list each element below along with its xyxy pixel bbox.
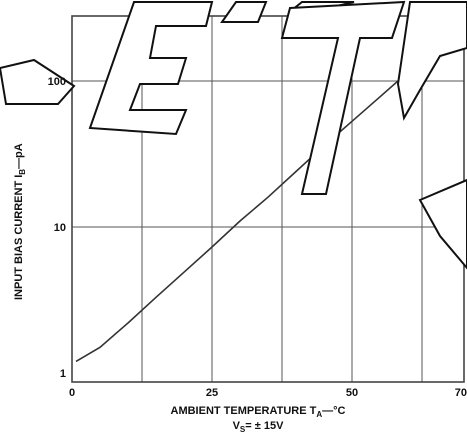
y-tick-labels: 1 10 100 bbox=[48, 76, 66, 380]
y-tick-label: 10 bbox=[54, 222, 66, 234]
x-tick-label: 25 bbox=[206, 387, 218, 399]
x-tick-label: 0 bbox=[69, 387, 75, 399]
watermark bbox=[0, 0, 467, 270]
y-tick-label: 1 bbox=[60, 368, 66, 380]
x-axis-note: VS= ± 15V bbox=[233, 420, 284, 434]
y-tick-label: 100 bbox=[48, 76, 66, 88]
x-tick-labels: 0 25 50 70 bbox=[69, 387, 467, 399]
y-axis-label: INPUT BIAS CURRENT IB—pA bbox=[13, 143, 27, 300]
x-tick-label: 70 bbox=[455, 387, 467, 399]
x-axis-label: AMBIENT TEMPERATURE TA—°C bbox=[171, 405, 346, 419]
x-tick-label: 50 bbox=[346, 387, 358, 399]
